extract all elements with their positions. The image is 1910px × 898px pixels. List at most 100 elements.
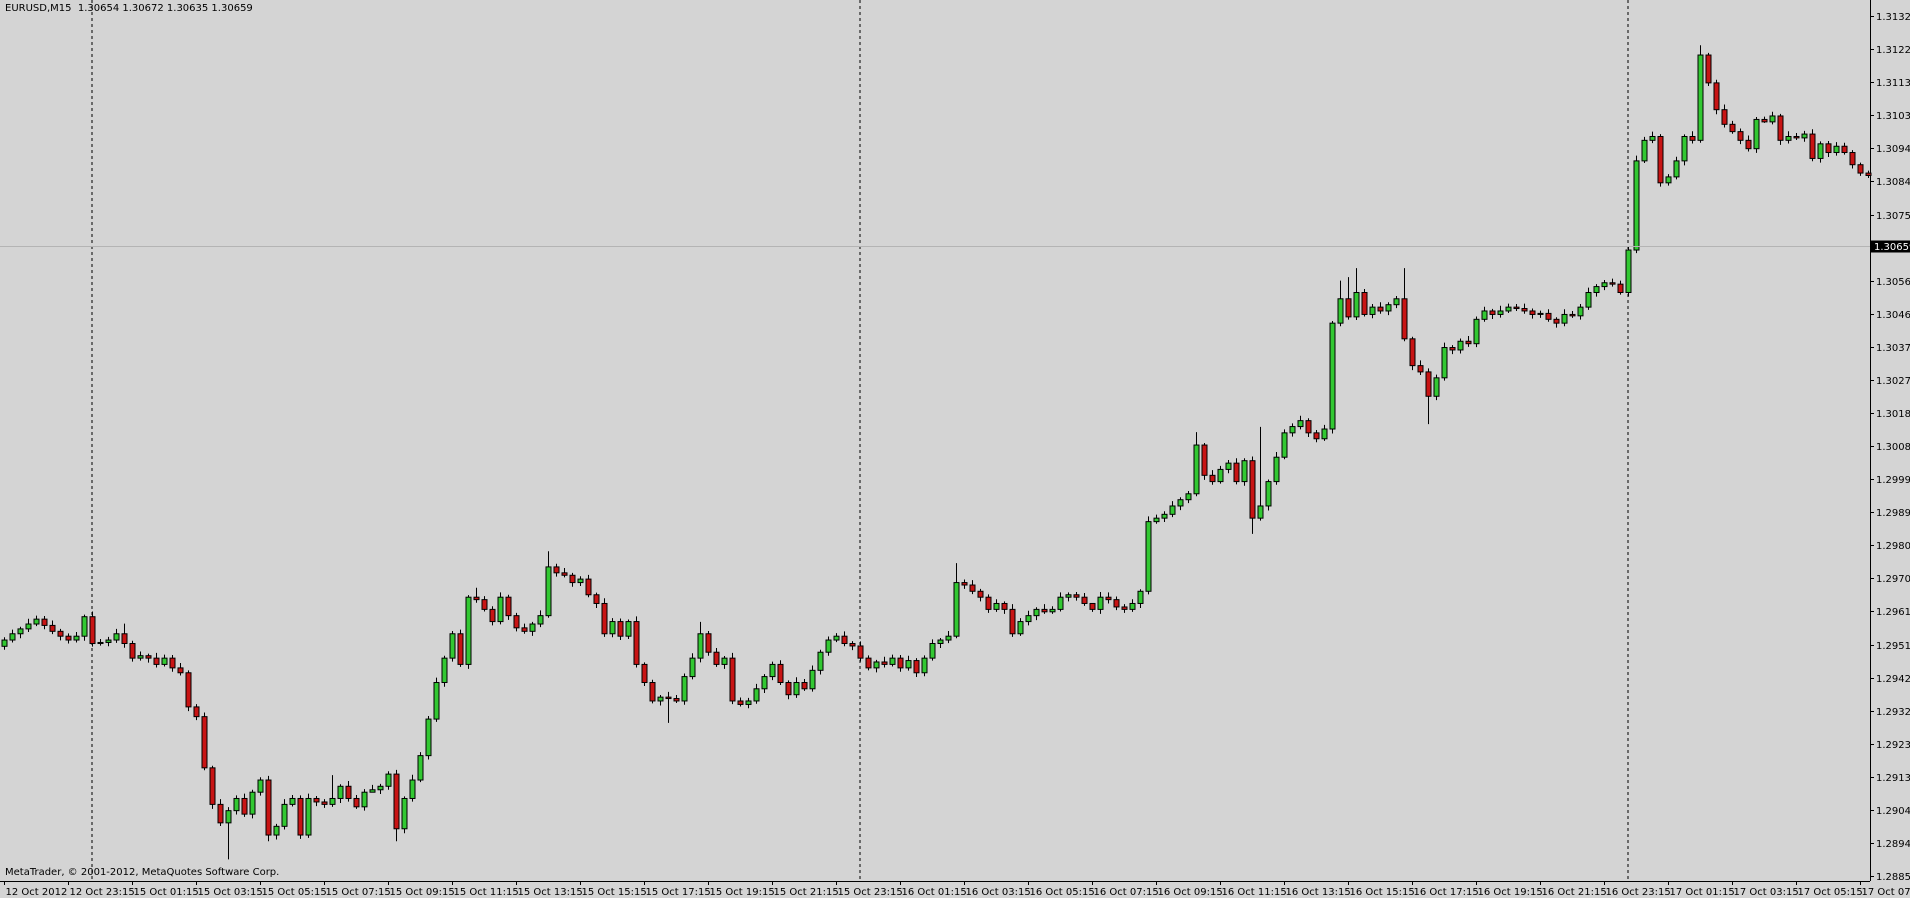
candle-body	[193, 706, 200, 718]
candle-body	[1049, 608, 1056, 613]
y-tick-label: 1.28850	[1876, 872, 1910, 883]
candle-body	[1105, 596, 1112, 601]
candle-body	[745, 700, 752, 705]
candle-body	[825, 639, 832, 653]
candle-body	[489, 608, 496, 623]
candle-body	[1745, 139, 1752, 150]
candle-body	[1497, 310, 1504, 315]
candle-body	[1369, 306, 1376, 315]
candle-body	[153, 657, 160, 665]
candle-body	[1577, 306, 1584, 317]
y-tick-label: 1.29325	[1876, 707, 1910, 718]
candle-body	[401, 797, 408, 830]
candle-body	[1233, 462, 1240, 483]
candle-body	[905, 660, 912, 669]
candle-body	[353, 797, 360, 808]
candle-body	[1849, 152, 1856, 166]
candle-body	[1657, 136, 1664, 184]
candle-body	[793, 682, 800, 696]
candle-body	[977, 590, 984, 598]
candle-body	[769, 663, 776, 678]
candle-body	[1393, 298, 1400, 306]
x-tick-label: 15 Oct 19:15	[710, 887, 775, 898]
candle-body	[569, 574, 576, 584]
x-tick-label: 12 Oct 23:15	[70, 887, 135, 898]
candle-body	[1321, 428, 1328, 440]
candle-body	[1817, 143, 1824, 159]
x-tick-label: 17 Oct 05:15	[1798, 887, 1863, 898]
candle-body	[1801, 133, 1808, 139]
x-tick-label: 15 Oct 07:15	[326, 887, 391, 898]
candle-body	[337, 785, 344, 799]
candle-body	[1753, 118, 1760, 150]
x-tick-label: 17 Oct 07:15	[1862, 887, 1910, 898]
x-tick-label: 16 Oct 09:15	[1158, 887, 1223, 898]
y-tick-label: 1.30465	[1876, 310, 1910, 321]
y-tick-label: 1.31035	[1876, 111, 1910, 122]
candle-body	[801, 682, 808, 690]
y-tick-label: 1.30560	[1876, 277, 1910, 288]
candle-body	[1609, 282, 1616, 285]
candle-body	[753, 688, 760, 702]
candle-body	[1313, 432, 1320, 440]
y-tick-label: 1.28945	[1876, 839, 1910, 850]
candle-body	[513, 615, 520, 629]
candle-body	[1009, 608, 1016, 635]
candle-body	[1225, 462, 1232, 470]
candle-body	[449, 633, 456, 659]
x-tick-label: 16 Oct 15:15	[1350, 887, 1415, 898]
candle-body	[1033, 608, 1040, 617]
candle-body	[1721, 109, 1728, 125]
x-tick-label: 16 Oct 13:15	[1286, 887, 1351, 898]
candle-body	[1441, 347, 1448, 379]
y-tick-label: 1.29420	[1876, 674, 1910, 685]
candle-body	[1249, 460, 1256, 519]
candle-body	[257, 779, 264, 793]
candle-body	[409, 779, 416, 799]
candle-body	[105, 639, 112, 643]
candle-body	[737, 700, 744, 705]
candle-body	[681, 676, 688, 702]
candle-body	[873, 661, 880, 669]
candle-body	[705, 633, 712, 653]
candle-body	[1425, 371, 1432, 397]
candle-body	[1705, 54, 1712, 84]
candle-body	[545, 566, 552, 617]
candle-body	[281, 803, 288, 827]
candle-body	[1449, 347, 1456, 351]
candle-body	[1057, 596, 1064, 610]
candle-body	[1329, 322, 1336, 430]
candle-body	[1217, 468, 1224, 483]
y-tick-label: 1.31130	[1876, 78, 1910, 89]
candle-body	[577, 578, 584, 584]
candle-body	[1073, 594, 1080, 598]
x-tick-label: 15 Oct 05:15	[262, 887, 327, 898]
candle-body	[1481, 310, 1488, 320]
y-tick-label: 1.31225	[1876, 45, 1910, 56]
candle-body	[1809, 133, 1816, 159]
candle-body	[777, 663, 784, 684]
candle-body	[137, 655, 144, 659]
candle-body	[1097, 596, 1104, 610]
candle-body	[865, 657, 872, 669]
candle-body	[1681, 136, 1688, 162]
y-tick-label: 1.29135	[1876, 773, 1910, 784]
candle-body	[881, 661, 888, 665]
candle-body	[921, 657, 928, 674]
x-tick-label: 16 Oct 19:15	[1478, 887, 1543, 898]
candle-body	[1265, 481, 1272, 507]
candle-body	[1209, 474, 1216, 483]
candle-body	[417, 755, 424, 781]
candle-body	[1273, 456, 1280, 483]
candle-body	[177, 667, 184, 674]
candle-body	[641, 663, 648, 684]
candle-body	[377, 785, 384, 791]
candle-body	[1185, 493, 1192, 501]
candle-body	[1785, 136, 1792, 141]
y-tick-label: 1.30085	[1876, 442, 1910, 453]
candle-body	[1625, 249, 1632, 294]
candle-body	[113, 633, 120, 641]
price-label-box	[1871, 240, 1910, 253]
